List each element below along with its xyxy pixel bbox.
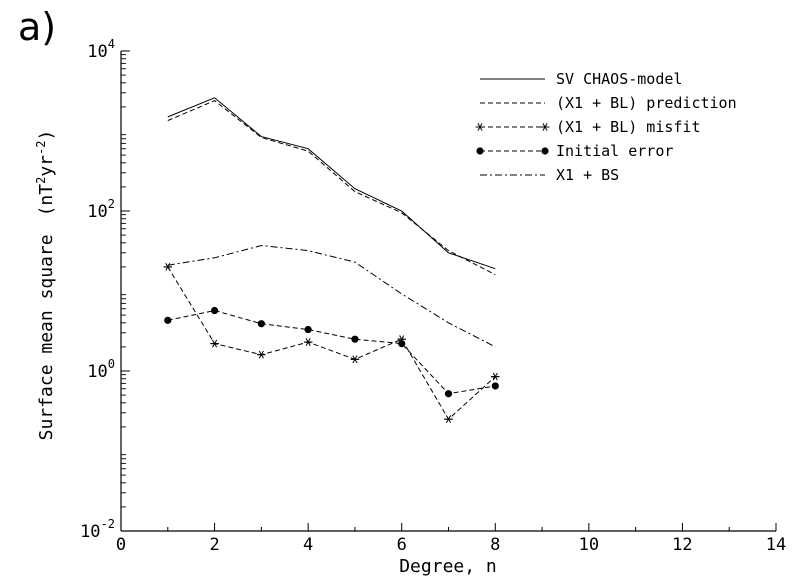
legend-item: SV CHAOS-model [480, 70, 682, 88]
series-2 [167, 100, 496, 276]
y-unit-close: ) [36, 130, 57, 141]
series-1 [167, 97, 496, 270]
legend-label: (X1 + BL) misfit [556, 118, 701, 136]
y-axis-label: Surface mean square [36, 234, 57, 440]
x-tick-label: 12 [672, 535, 692, 555]
legend-item: (X1 + BL) misfit [475, 118, 701, 136]
data-point [351, 335, 359, 343]
series-5 [167, 244, 496, 348]
x-ticks: 0 2 4 6 8 10 12 14 [116, 523, 786, 555]
data-point [491, 372, 500, 381]
panel-label: a) [18, 5, 56, 49]
series-line [167, 266, 496, 420]
legend-marker [476, 147, 484, 155]
y-unit-base1: (nT [36, 184, 57, 217]
legend-label: (X1 + BL) prediction [556, 94, 737, 112]
x-tick-label: 14 [766, 535, 786, 555]
y-tick-label: 104 [87, 37, 115, 62]
series-line [167, 100, 496, 276]
series-3 [163, 263, 500, 424]
y-tick-label: 102 [87, 197, 115, 222]
data-point [210, 339, 219, 348]
legend-label: SV CHAOS-model [556, 70, 682, 88]
data-point [210, 306, 219, 315]
legend-item: X1 + BS [480, 166, 619, 184]
data-point [444, 415, 453, 424]
series-layer [163, 97, 500, 424]
y-unit-base2: yr [36, 155, 57, 177]
x-tick-label: 0 [116, 535, 126, 555]
legend-marker [475, 123, 485, 131]
legend-marker [541, 147, 549, 155]
x-tick-label: 10 [579, 535, 599, 555]
y-tick-label: 10-2 [80, 517, 115, 542]
series-line [167, 309, 496, 395]
legend-item: Initial error [476, 142, 673, 160]
data-point [304, 325, 312, 334]
x-tick-label: 8 [490, 535, 500, 555]
x-tick-label: 2 [209, 535, 219, 555]
data-point [491, 382, 499, 390]
y-unit-sup2: -2 [34, 141, 48, 155]
y-axis-title: Surface mean square (nT2yr-2) [34, 130, 57, 441]
x-axis-title: Degree, n [399, 556, 497, 577]
data-point [350, 355, 360, 364]
x-tick-label: 6 [397, 535, 407, 555]
y-unit-sup1: 2 [34, 177, 48, 184]
data-point [257, 320, 265, 328]
x-tick-label: 4 [303, 535, 313, 555]
legend: SV CHAOS-model (X1 + BL) prediction (X1 + … [475, 70, 737, 184]
y-tick-label: 100 [87, 357, 115, 382]
legend-label: X1 + BS [556, 166, 619, 184]
legend-label: Initial error [556, 142, 673, 160]
legend-item: (X1 + BL) prediction [480, 94, 737, 112]
series-line [167, 97, 496, 270]
data-point [398, 340, 406, 348]
svg-text:Surface mean square(nT2yr-2): Surface mean square (nT2yr-2) [34, 130, 57, 441]
data-point [303, 338, 313, 346]
series-line [167, 244, 496, 348]
data-point [164, 316, 172, 324]
series-4 [164, 306, 499, 398]
data-point [444, 390, 453, 398]
legend-marker [540, 123, 550, 131]
data-point [257, 350, 266, 359]
y-ticks: 10-2 100 102 104 [80, 37, 130, 542]
